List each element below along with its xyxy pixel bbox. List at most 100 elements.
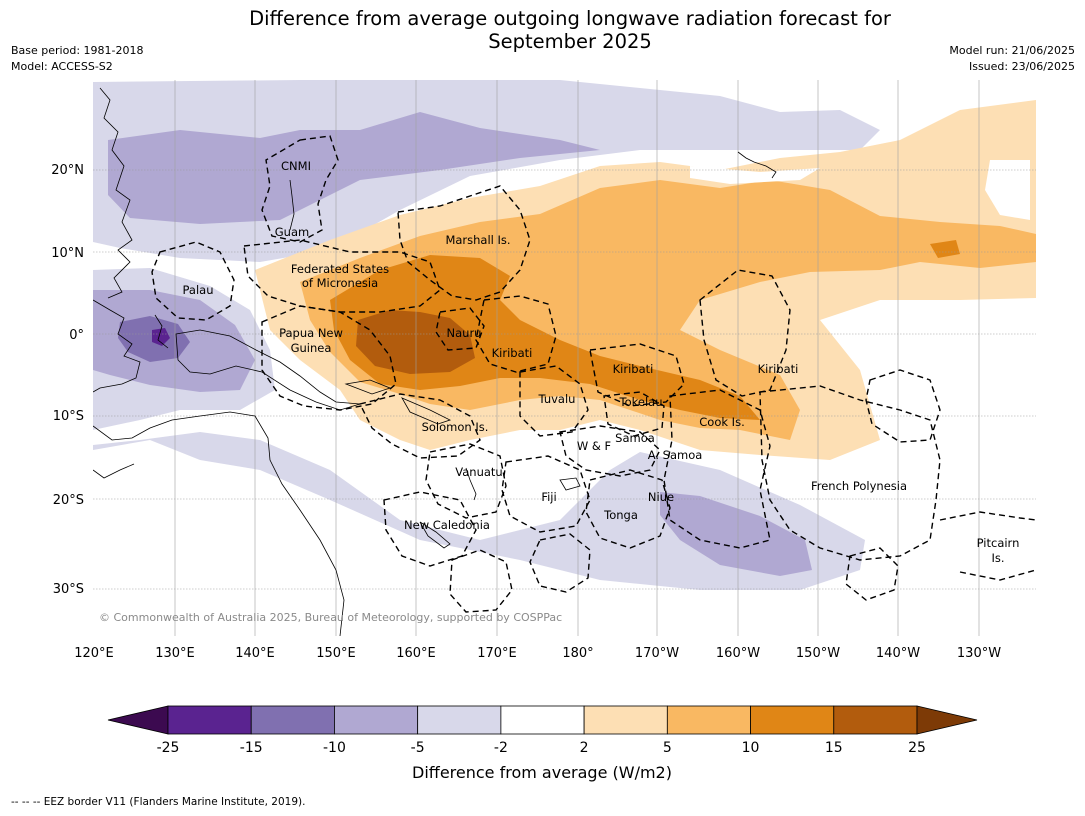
- place-label-png-2: Guinea: [291, 341, 332, 355]
- eez-cook: [663, 389, 771, 549]
- place-label-kiribati-line: Kiribati: [758, 362, 799, 376]
- neg-west-core: [152, 328, 170, 346]
- colorbar-tick-label: 10: [742, 740, 760, 756]
- eez-png: [261, 305, 397, 411]
- place-label-solomon: Solomon Is.: [422, 420, 489, 434]
- title-line-2: September 2025: [488, 30, 652, 53]
- colorbar-tick-label: -2: [494, 740, 508, 756]
- place-label-american-samoa: A. Samoa: [648, 448, 703, 462]
- colorbar-segment: [167, 705, 252, 735]
- place-label-pitcairn-1: Pitcairn: [977, 536, 1020, 550]
- lon-tick-label: 170°E: [477, 646, 517, 661]
- eez-tonga-niue: [585, 469, 671, 549]
- place-label-pitcairn-2: Is.: [991, 551, 1004, 565]
- coast-australia: [93, 411, 345, 636]
- lon-tick-label: 170°W: [635, 646, 679, 661]
- colorbar-segment: [500, 705, 585, 735]
- eez-kiribati-phoenix: [589, 343, 685, 407]
- lon-tick-label: 150°W: [796, 646, 840, 661]
- lon-tick-label: 140°W: [876, 646, 920, 661]
- colorbar-tick-label: -15: [240, 740, 263, 756]
- colorbar-extend-low: [107, 705, 169, 735]
- colorbar-tick-label: 25: [908, 740, 926, 756]
- colorbar-label: Difference from average (W/m2): [412, 763, 672, 782]
- eez-nauru: [435, 307, 485, 351]
- place-labels: CNMI Guam Marshall Is. Federated States …: [183, 159, 1020, 565]
- coast-mariana: [289, 179, 295, 231]
- lon-tick-label: 130°W: [957, 646, 1001, 661]
- lon-tick-label: 150°E: [316, 646, 356, 661]
- colorbar-segment: [750, 705, 835, 735]
- eez-kiribati-gilbert: [475, 295, 557, 373]
- eez-solomon: [358, 393, 481, 459]
- coast-solomons: [401, 397, 452, 425]
- coast-new-britain: [344, 379, 392, 395]
- meta-left: Base period: 1981-2018 Model: ACCESS-S2: [11, 43, 143, 75]
- neg-band-north-mid: [108, 112, 600, 224]
- coast-new-caledonia: [419, 521, 451, 549]
- eez-tuvalu: [519, 365, 589, 437]
- colorbar-tick-label: 15: [825, 740, 843, 756]
- pos-high-east: [930, 240, 960, 258]
- colorbar-tick-label: -10: [323, 740, 346, 756]
- place-label-cook: Cook Is.: [699, 415, 744, 429]
- colorbar-tick-label: -25: [157, 740, 180, 756]
- place-label-tokelau: Tokelau: [619, 395, 663, 409]
- eez-kermadec: [529, 533, 591, 593]
- eez-tokelau: [603, 391, 665, 437]
- pos-gap-east: [985, 160, 1030, 220]
- place-label-cnmi: CNMI: [281, 159, 311, 173]
- copyright-notice: © Commonwealth of Australia 2025, Bureau…: [99, 611, 562, 624]
- place-label-marshall: Marshall Is.: [445, 233, 510, 247]
- map-panel: [93, 80, 1036, 636]
- neg-south-light: [93, 432, 865, 590]
- eez-borders: [151, 135, 1036, 613]
- eez-vanuatu: [425, 443, 507, 519]
- eez-samoa-wf: [559, 425, 661, 477]
- eez-kiribati-line: [699, 269, 791, 397]
- eez-fiji: [501, 455, 591, 533]
- colorbar-segment: [334, 705, 419, 735]
- colorbar-segment: [250, 705, 335, 735]
- meta-right: Model run: 21/06/2025 Issued: 23/06/2025: [949, 43, 1075, 75]
- issued-date: Issued: 23/06/2025: [968, 60, 1075, 73]
- pos-gap-north: [690, 166, 820, 184]
- anomaly-fields: [93, 80, 1036, 590]
- lat-tick-label: 30°S: [53, 582, 84, 597]
- eez-pitcairn: [939, 511, 1036, 581]
- place-label-nauru: Nauru: [447, 326, 482, 340]
- colorbar-tick-label: 5: [663, 740, 672, 756]
- pos-high: [330, 255, 760, 420]
- place-label-kiribati-phoenix: Kiribati: [613, 362, 654, 376]
- place-label-png-1: Papua New: [279, 326, 343, 340]
- graticule: [93, 169, 1036, 590]
- lat-tick-label: 0°: [69, 328, 84, 343]
- eez-palau: [151, 241, 235, 321]
- place-label-new-caledonia: New Caledonia: [404, 518, 490, 532]
- lon-tick-label: 140°E: [235, 646, 275, 661]
- lon-tick-label: 180°: [562, 646, 593, 661]
- lat-tick-label: 20°N: [51, 163, 84, 178]
- place-label-palau: Palau: [183, 283, 214, 297]
- place-label-vanuatu: Vanuatu: [455, 465, 502, 479]
- pos-very-high: [356, 310, 475, 374]
- colorbar-extend-high: [916, 705, 978, 735]
- place-label-tonga: Tonga: [603, 508, 638, 522]
- colorbar-segment: [833, 705, 918, 735]
- colorbar: [107, 705, 978, 735]
- lat-tick-label: 10°N: [51, 246, 84, 261]
- lon-tick-label: 160°E: [396, 646, 436, 661]
- eez-marshall: [397, 185, 531, 301]
- place-label-fsm-1: Federated States: [291, 262, 389, 276]
- eez-marquesas: [865, 369, 941, 443]
- coast-philippines: [99, 87, 133, 299]
- eez-norfolk: [449, 549, 513, 613]
- lon-tick-label: 160°W: [716, 646, 760, 661]
- neg-south-mid: [660, 492, 812, 576]
- coast-halmahera: [154, 314, 169, 349]
- colorbar-tick-label: 2: [580, 740, 589, 756]
- place-label-fsm-2: of Micronesia: [302, 276, 378, 290]
- base-period: Base period: 1981-2018: [11, 44, 144, 57]
- eez-footnote: -- -- -- EEZ border V11 (Flanders Marine…: [11, 796, 306, 808]
